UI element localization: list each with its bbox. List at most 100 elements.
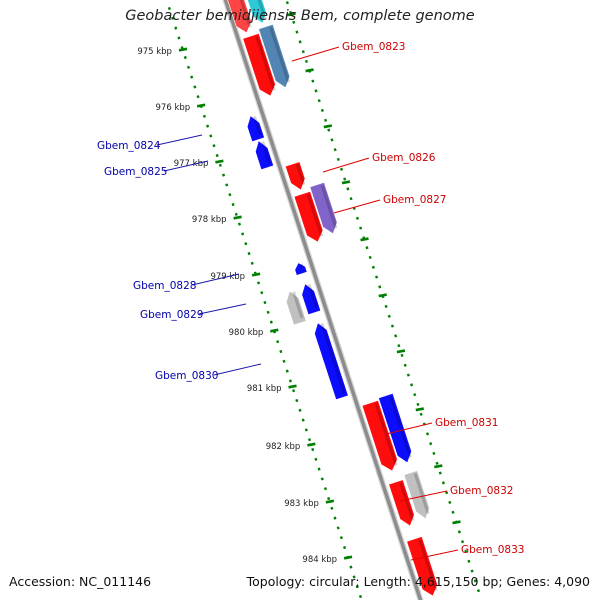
strand-guide-dot-right xyxy=(359,226,363,230)
gene-glyph-reverse xyxy=(301,283,322,316)
strand-guide-dot-right xyxy=(371,265,375,269)
strand-guide-dot-left xyxy=(177,36,181,40)
strand-guide-dot-right xyxy=(419,412,423,416)
strand-guide-dot-left xyxy=(304,428,308,432)
gene-glyph-gbem-0831-shade xyxy=(389,395,412,458)
gene-glyph-gbem-0828 xyxy=(294,262,308,276)
gene-glyph-forward-shade xyxy=(399,482,415,522)
gene-glyph-gbem-0832 xyxy=(403,470,430,520)
strand-guide-dot-left xyxy=(228,193,232,197)
strand-guide-dot-right xyxy=(435,461,439,465)
ruler-major-tick xyxy=(233,215,242,220)
strand-guide-dot-left xyxy=(221,173,226,177)
ruler-label: 983 kbp xyxy=(284,499,319,509)
strand-guide-dot-left xyxy=(247,251,251,256)
strand-guide-dot-left xyxy=(250,261,254,265)
strand-guide-dot-right xyxy=(461,540,465,544)
gene-label-gbem-0823: Gbem_0823 xyxy=(342,41,405,53)
strand-guide-dot-right xyxy=(413,393,417,397)
strand-guide-dot-left xyxy=(276,340,280,344)
strand-guide-dot-left xyxy=(349,565,353,569)
gene-label-gbem-0833: Gbem_0833 xyxy=(461,544,524,556)
strand-guide-dot-right xyxy=(451,510,455,514)
strand-guide-dot-right xyxy=(403,363,407,367)
gene-glyph-gbem-0830 xyxy=(314,322,349,401)
strand-guide-dot-right xyxy=(387,314,391,318)
strand-guide-dot-left xyxy=(196,95,200,99)
strand-guide-dot-right xyxy=(324,118,328,122)
strand-guide-dot-right xyxy=(349,197,353,201)
strand-guide-dot-left xyxy=(206,124,210,128)
ruler-major-tick xyxy=(452,520,461,525)
strand-guide-dot-right xyxy=(384,304,388,309)
gene-glyph-gbem-0824-shade xyxy=(253,116,262,136)
ruler-major-tick xyxy=(305,68,314,73)
strand-guide-dot-left xyxy=(174,26,178,30)
strand-guide-dot-left xyxy=(358,594,363,599)
strand-guide-dot-right xyxy=(397,344,401,348)
strand-guide-dot-left xyxy=(288,379,292,383)
strand-guide-dot-right xyxy=(301,50,305,54)
gene-label-gbem-0830: Gbem_0830 xyxy=(155,370,218,382)
strand-guide-dot-left xyxy=(266,310,270,314)
strand-guide-dot-left xyxy=(257,281,261,285)
ruler-label: 975 kbp xyxy=(137,47,172,57)
ruler-label: 976 kbp xyxy=(156,103,191,113)
strand-guide-dot-right xyxy=(327,128,331,132)
gene-glyph-partial-top-shade xyxy=(239,0,252,28)
ruler-major-tick xyxy=(378,293,387,298)
gene-glyph-gbem-0827-shade xyxy=(320,184,338,229)
gene-label-gbem-0829: Gbem_0829 xyxy=(140,309,203,321)
strand-guide-dot-right xyxy=(425,432,430,436)
strand-guide-dot-left xyxy=(193,85,197,89)
strand-guide-dot-right xyxy=(298,40,302,44)
strand-guide-dot-left xyxy=(295,398,299,403)
strand-guide-dot-right xyxy=(355,216,359,220)
strand-guide-dot-left xyxy=(285,369,289,373)
strand-guide-dot-left xyxy=(311,447,315,452)
ruler-major-tick xyxy=(325,499,335,504)
leader-line-gbem-0828 xyxy=(191,273,240,286)
gene-glyph-gbem-0823-shade xyxy=(269,26,290,83)
ruler-major-tick xyxy=(178,47,188,52)
strand-guide-dot-left xyxy=(339,536,343,540)
strand-guide-dot-left xyxy=(186,65,191,69)
strand-guide-dot-right xyxy=(311,79,315,83)
gene-glyph-gbem-0824 xyxy=(246,115,265,143)
ruler-label: 977 kbp xyxy=(174,159,209,169)
gene-glyph-gbem-0827 xyxy=(309,182,338,235)
strand-guide-dot-right xyxy=(476,589,481,593)
leader-line-gbem-0827 xyxy=(333,199,381,214)
ruler-major-tick xyxy=(415,407,424,412)
strand-guide-dot-left xyxy=(336,526,340,530)
strand-guide-dot-right xyxy=(406,373,410,377)
strand-guide-dot-right xyxy=(464,549,468,554)
strand-guide-dot-right xyxy=(330,138,334,142)
gene-label-gbem-0825: Gbem_0825 xyxy=(104,166,167,178)
strand-guide-dot-right xyxy=(470,569,474,573)
ruler-major-tick xyxy=(288,384,297,389)
ruler-major-tick xyxy=(307,442,316,447)
strand-guide-dot-right xyxy=(292,20,296,24)
strand-guide-dot-right xyxy=(295,30,299,34)
leader-line-gbem-0823 xyxy=(291,46,340,62)
gene-label-gbem-0832: Gbem_0832 xyxy=(450,485,513,497)
strand-guide-dot-left xyxy=(317,467,321,471)
strand-guide-dot-right xyxy=(368,255,372,260)
strand-guide-dot-left xyxy=(298,408,302,412)
gene-glyph-gbem-0829-shade xyxy=(292,291,304,319)
strand-guide-dot-left xyxy=(307,438,312,442)
strand-guide-dot-left xyxy=(231,202,235,207)
strand-guide-dot-left xyxy=(202,114,206,118)
strand-guide-dot-left xyxy=(209,134,213,138)
strand-guide-dot-right xyxy=(317,99,321,103)
gene-glyph-gbem-0830-shade xyxy=(320,323,346,394)
strand-guide-dot-left xyxy=(263,300,267,305)
gene-label-gbem-0824: Gbem_0824 xyxy=(97,140,161,152)
strand-guide-dot-left xyxy=(292,389,296,393)
strand-guide-dot-left xyxy=(355,585,359,589)
gene-glyph-forward xyxy=(361,400,398,472)
gene-glyph-gbem-0833-shade xyxy=(418,538,438,591)
strand-guide-dot-right xyxy=(378,285,382,289)
